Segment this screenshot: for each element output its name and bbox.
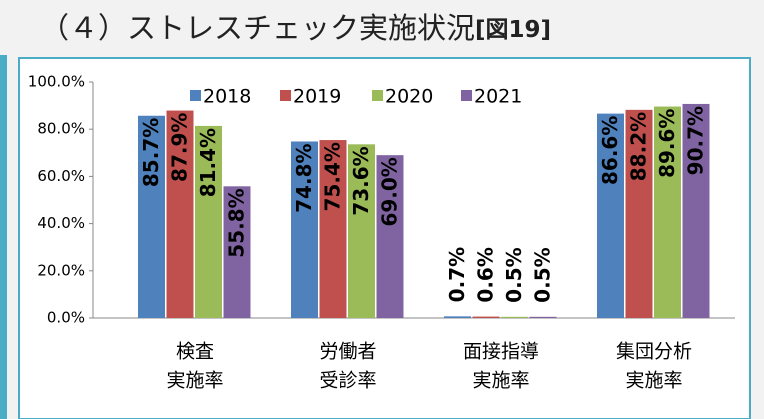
legend-swatch — [190, 90, 201, 101]
value-label: 55.8% — [225, 188, 249, 257]
legend-swatch — [372, 90, 383, 101]
value-label: 87.9% — [168, 113, 192, 182]
value-label: 69.0% — [378, 157, 402, 226]
legend-label: 2018 — [203, 86, 251, 108]
legend-label: 2021 — [474, 86, 522, 108]
y-tick-label: 80.0% — [37, 120, 85, 138]
bar — [625, 109, 653, 319]
value-label: 86.6% — [598, 116, 622, 185]
value-label: 81.4% — [196, 128, 220, 197]
value-label: 0.6% — [474, 247, 498, 302]
value-label: 0.5% — [531, 247, 555, 302]
side-strip — [0, 55, 7, 419]
y-tick-label: 20.0% — [37, 261, 85, 279]
bar — [472, 316, 500, 318]
value-label: 88.2% — [627, 112, 651, 181]
chart-title: （４）ストレスチェック実施状況[図19] — [40, 11, 551, 45]
x-tick-label: 集団分析 — [616, 341, 692, 363]
bar — [529, 316, 557, 318]
bar — [501, 316, 528, 318]
x-tick-label: 検査 — [176, 341, 214, 363]
y-tick-label: 60.0% — [37, 167, 85, 185]
value-label: 89.6% — [655, 109, 679, 178]
y-tick-label: 40.0% — [37, 214, 85, 232]
x-tick-label: 労働者 — [319, 341, 376, 363]
bar — [166, 110, 194, 318]
x-tick-label: 実施率 — [625, 370, 682, 392]
x-tick-label: 実施率 — [472, 370, 529, 392]
bar — [291, 141, 318, 318]
legend-label: 2020 — [385, 86, 433, 108]
legend-swatch — [461, 90, 472, 101]
value-label: 74.8% — [292, 143, 316, 212]
bar — [597, 113, 624, 319]
bar — [223, 186, 251, 318]
bar — [682, 103, 710, 318]
y-tick-label: 0.0% — [47, 309, 85, 327]
value-label: 0.7% — [445, 247, 469, 302]
legend-label: 2019 — [293, 86, 341, 108]
bar — [319, 140, 347, 318]
bar — [444, 316, 471, 318]
value-label: 75.4% — [321, 142, 345, 211]
x-tick-label: 面接指導 — [463, 341, 539, 363]
bar — [654, 106, 681, 318]
bar — [376, 155, 404, 318]
value-label: 0.5% — [502, 247, 526, 302]
value-label: 90.7% — [684, 106, 708, 175]
legend-swatch — [280, 90, 291, 101]
value-label: 73.6% — [349, 146, 373, 215]
bar — [348, 144, 375, 318]
bar — [195, 125, 222, 318]
x-tick-label: 受診率 — [319, 370, 376, 392]
value-label: 85.7% — [139, 118, 163, 187]
y-tick-label: 100.0% — [28, 73, 85, 91]
x-tick-label: 実施率 — [166, 370, 223, 392]
bar — [138, 115, 165, 318]
